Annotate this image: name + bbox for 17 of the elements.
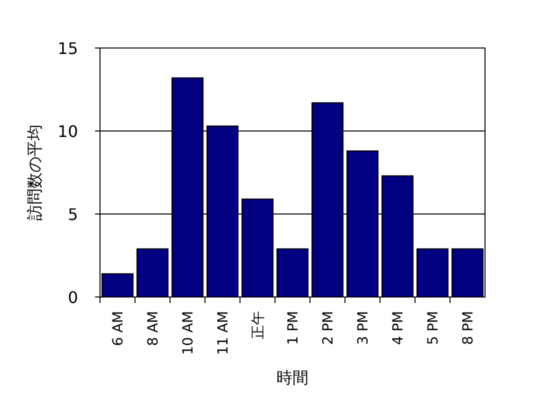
y-tick-label: 0 [68, 288, 78, 307]
x-tick-label: 3 PM [356, 311, 372, 345]
y-tick-label: 15 [58, 39, 78, 58]
x-tick-label: 5 PM [426, 311, 442, 345]
x-axis-title: 時間 [276, 368, 308, 387]
y-tick-label: 5 [68, 205, 78, 224]
x-tick-label: 8 AM [146, 311, 162, 346]
x-tick-label: 1 PM [286, 311, 302, 345]
x-tick-label: 8 PM [460, 311, 476, 345]
y-tick-label: 10 [58, 122, 78, 141]
x-tick-label: 10 AM [180, 311, 196, 355]
x-tick-label: 6 AM [110, 311, 126, 346]
x-tick-label: 11 AM [216, 311, 232, 355]
x-tick-label: 2 PM [320, 311, 336, 345]
x-tick-label: 4 PM [390, 311, 406, 345]
y-axis-title: 訪問数の平均 [25, 124, 44, 220]
x-tick-label: 正午 [250, 311, 266, 339]
